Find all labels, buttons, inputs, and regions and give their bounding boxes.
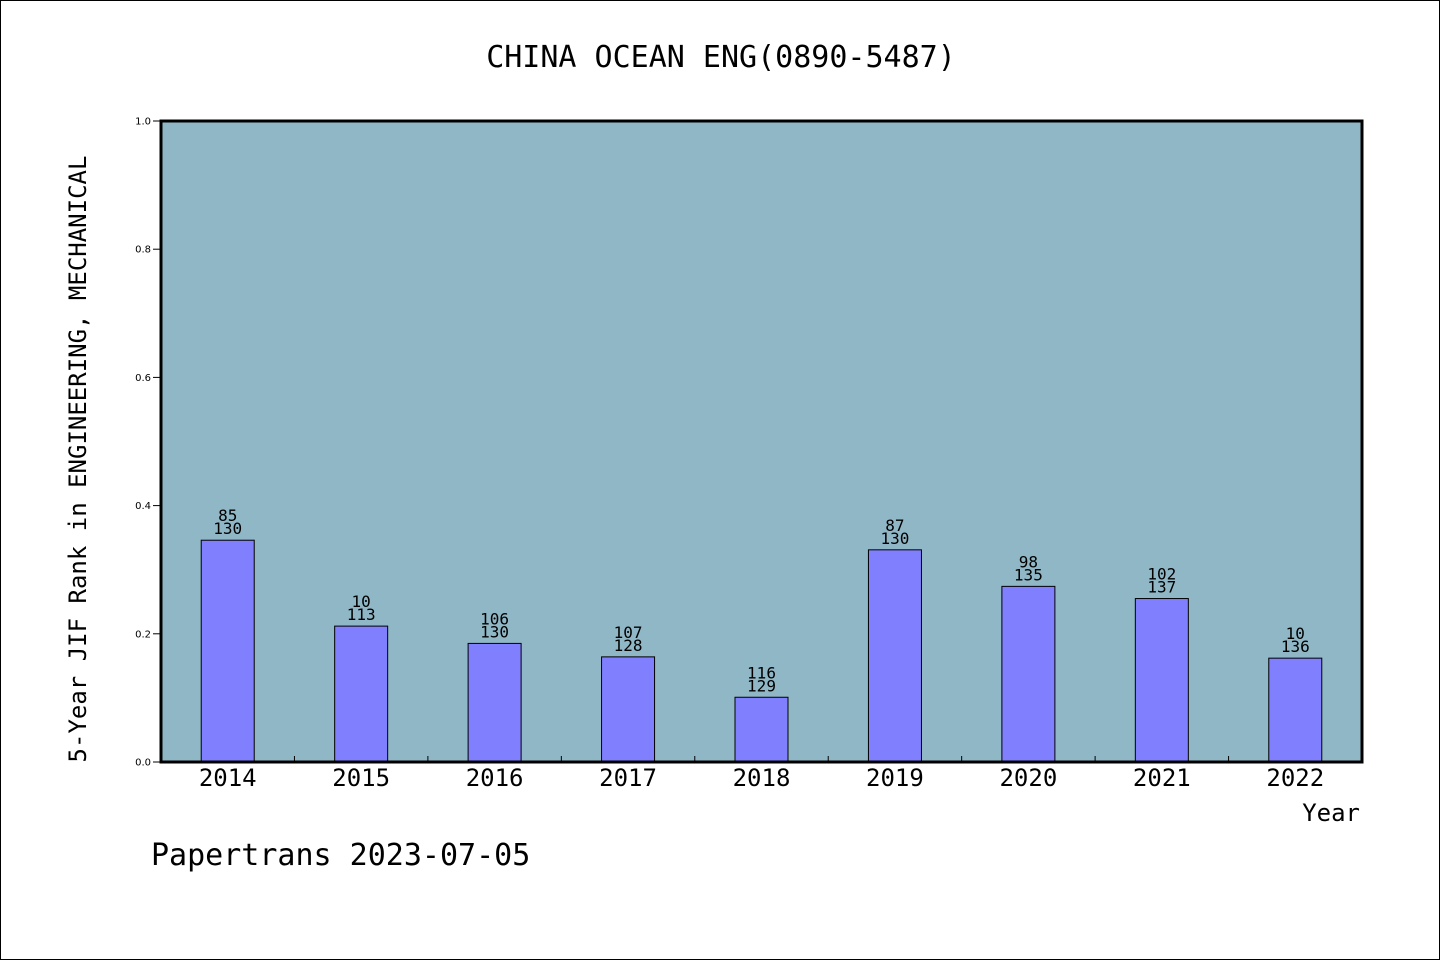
data-label-top-2021: 102 [1147,565,1176,584]
x-tick-label-2020: 2020 [999,764,1057,792]
y-tick-label-0.8: 0.8 [135,245,151,256]
data-label-bottom-2020: 135 [1014,565,1043,584]
data-label-top-2016: 106 [480,609,509,628]
data-label-bottom-2019: 130 [880,529,909,548]
x-tick-label-2017: 2017 [599,764,657,792]
bar-2017 [601,656,656,763]
x-tick-label-2022: 2022 [1266,764,1324,792]
data-label-bottom-2018: 129 [747,676,776,695]
x-ticks-group: 2014 2015 2016 2017 2018 2019 2020 2021 2022 [199,756,1324,792]
x-tick-label-2019: 2019 [866,764,924,792]
data-label-top-2022: 10 [1286,624,1305,643]
y-axis-label: 5-Year JIF Rank in ENGINEERING, MECHANIC… [64,156,92,763]
bar-2021 [1134,598,1189,763]
data-label-top-2018: 116 [747,663,776,682]
bars-group [200,539,1323,763]
data-label-top-2015: 10 [352,592,371,611]
y-tick-label-0.6: 0.6 [135,373,151,384]
data-label-top-2017: 107 [614,623,643,642]
data-label-top-2019: 87 [885,516,904,535]
plot-frame [159,119,1364,764]
x-tick-label-2015: 2015 [332,764,390,792]
y-tick-label-0.2: 0.2 [135,629,151,640]
data-label-bottom-2022: 136 [1281,637,1310,656]
x-tick-label-2014: 2014 [199,764,257,792]
data-label-top-2020: 98 [1019,552,1038,571]
data-label-bottom-2016: 130 [480,622,509,641]
x-tick-label-2016: 2016 [466,764,524,792]
bar-2016 [467,642,522,763]
bar-2018 [734,696,789,763]
data-label-bottom-2021: 137 [1147,578,1176,597]
y-tick-label-0.4: 0.4 [135,501,151,512]
x-tick-label-2018: 2018 [733,764,791,792]
bar-2015 [334,625,389,763]
y-tick-label-0.0: 0.0 [135,758,151,769]
x-axis-label: Year [1302,799,1360,827]
y-ticks-group: 0.0 0.2 0.4 0.6 0.8 1.0 [135,117,161,769]
bar-2019 [867,549,922,763]
data-label-bottom-2014: 130 [213,519,242,538]
bar-2014 [200,539,255,763]
bar-2020 [1001,585,1056,763]
bar-2022 [1268,657,1323,763]
data-label-bottom-2015: 113 [347,605,376,624]
y-tick-label-1.0: 1.0 [135,117,151,128]
chart-title: CHINA OCEAN ENG(0890-5487) [486,40,956,75]
footer-credit: Papertrans 2023-07-05 [151,838,530,873]
data-label-bottom-2017: 128 [614,636,643,655]
x-tick-label-2021: 2021 [1133,764,1191,792]
data-label-top-2014: 85 [218,506,237,525]
